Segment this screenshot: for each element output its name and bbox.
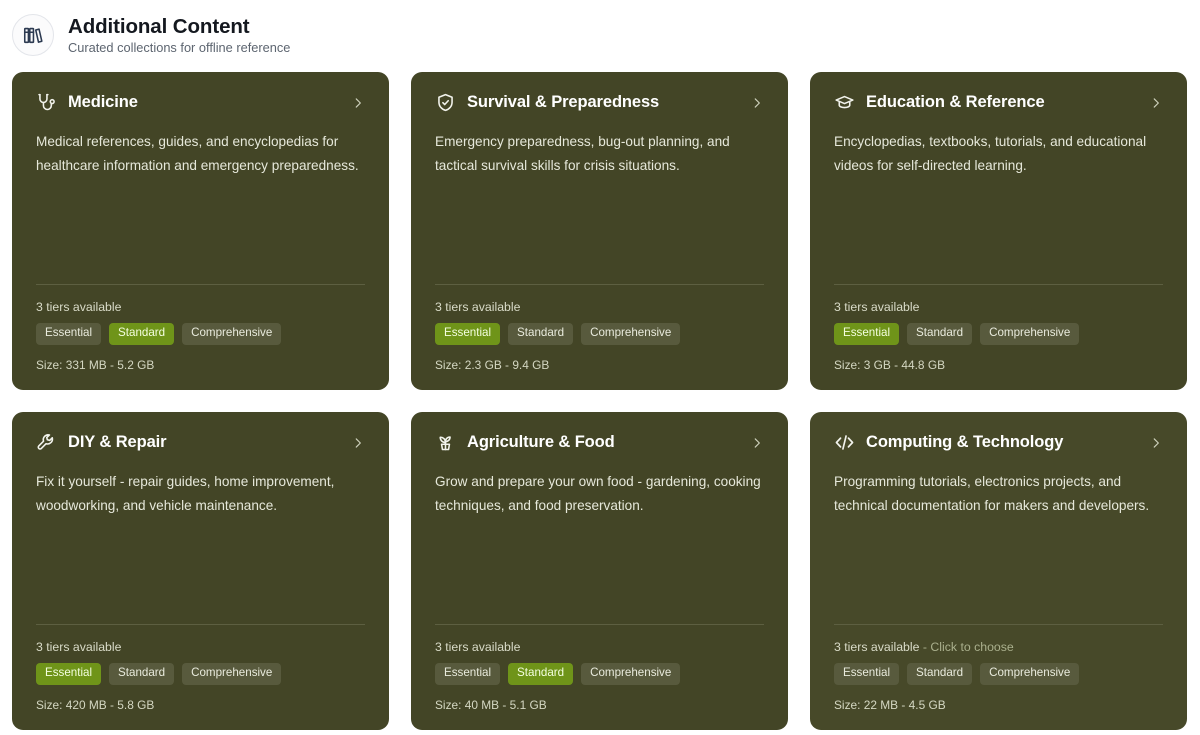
tiers-available-label: 3 tiers available (435, 640, 764, 654)
card-footer: 3 tiers available Essential Standard Compr… (36, 624, 365, 712)
tier-badge-standard[interactable]: Standard (109, 663, 175, 685)
card-footer: 3 tiers available Essential Standard Compr… (435, 284, 764, 372)
card-divider (435, 624, 764, 626)
card-header: Medicine (36, 92, 365, 113)
tiers-hint-text: - Click to choose (919, 640, 1014, 655)
tier-badge-row: Essential Standard Comprehensive (834, 323, 1163, 345)
tier-badge-standard[interactable]: Standard (508, 323, 574, 345)
card-size-text: Size: 420 MB - 5.8 GB (36, 698, 155, 712)
card-size-text: Size: 22 MB - 4.5 GB (834, 698, 946, 712)
card-header: DIY & Repair (36, 432, 365, 453)
content-category-card[interactable]: Computing & Technology Programming tutor… (810, 412, 1187, 730)
card-footer: 3 tiers available Essential Standard Compr… (834, 284, 1163, 372)
card-title: Computing & Technology (866, 433, 1064, 451)
tiers-count-text: 3 tiers available (435, 300, 521, 315)
tiers-available-label: 3 tiers available - Click to choose (834, 640, 1163, 654)
tiers-available-label: 3 tiers available (36, 640, 365, 654)
card-title: DIY & Repair (68, 433, 167, 451)
tier-badge-comprehensive[interactable]: Comprehensive (581, 323, 681, 345)
card-header: Education & Reference (834, 92, 1163, 113)
chevron-right-icon[interactable] (351, 96, 365, 110)
card-divider (834, 284, 1163, 286)
tier-badge-comprehensive[interactable]: Comprehensive (581, 663, 681, 685)
tiers-count-text: 3 tiers available (435, 640, 521, 655)
tier-badge-essential[interactable]: Essential (435, 323, 501, 345)
tiers-count-text: 3 tiers available (36, 640, 122, 655)
tiers-count-text: 3 tiers available (834, 300, 920, 315)
card-divider (834, 624, 1163, 626)
card-footer: 3 tiers available Essential Standard Compr… (435, 624, 764, 712)
page-subtitle: Curated collections for offline referenc… (68, 40, 291, 56)
tier-badge-row: Essential Standard Comprehensive (36, 323, 365, 345)
tier-badge-row: Essential Standard Comprehensive (834, 663, 1163, 685)
page-title: Additional Content (68, 14, 250, 38)
content-category-grid: Medicine Medical references, guides, and… (0, 68, 1200, 730)
tier-badge-essential[interactable]: Essential (435, 663, 501, 685)
content-category-card[interactable]: Education & Reference Encyclopedias, tex… (810, 72, 1187, 390)
code-brackets-icon (834, 432, 855, 453)
wrench-icon (36, 432, 57, 453)
content-category-card[interactable]: Survival & Preparedness Emergency prepar… (411, 72, 788, 390)
card-description: Fix it yourself - repair guides, home im… (36, 474, 335, 513)
chevron-right-icon[interactable] (1149, 436, 1163, 450)
tiers-count-text: 3 tiers available (36, 300, 122, 315)
card-title: Survival & Preparedness (467, 93, 660, 111)
tier-badge-comprehensive[interactable]: Comprehensive (182, 323, 282, 345)
content-category-card[interactable]: DIY & Repair Fix it yourself - repair gu… (12, 412, 389, 730)
tier-badge-essential[interactable]: Essential (834, 323, 900, 345)
card-header: Computing & Technology (834, 432, 1163, 453)
chevron-right-icon[interactable] (750, 436, 764, 450)
tiers-available-label: 3 tiers available (834, 300, 1163, 314)
books-library-icon (12, 14, 54, 56)
shield-check-icon (435, 92, 456, 113)
content-category-card[interactable]: Agriculture & Food Grow and prepare your… (411, 412, 788, 730)
card-size-text: Size: 2.3 GB - 9.4 GB (435, 358, 550, 372)
card-description: Emergency preparedness, bug-out planning… (435, 134, 730, 173)
tiers-count-text: 3 tiers available (834, 640, 920, 655)
tier-badge-essential[interactable]: Essential (834, 663, 900, 685)
card-divider (36, 624, 365, 626)
card-title: Medicine (68, 93, 138, 111)
tier-badge-standard[interactable]: Standard (907, 323, 973, 345)
card-header: Survival & Preparedness (435, 92, 764, 113)
chevron-right-icon[interactable] (1149, 96, 1163, 110)
tier-badge-comprehensive[interactable]: Comprehensive (980, 663, 1080, 685)
card-footer: 3 tiers available - Click to choose Esse… (834, 624, 1163, 712)
tier-badge-standard[interactable]: Standard (508, 663, 574, 685)
card-title: Education & Reference (866, 93, 1045, 111)
card-title: Agriculture & Food (467, 433, 615, 451)
content-category-card[interactable]: Medicine Medical references, guides, and… (12, 72, 389, 390)
card-size-text: Size: 331 MB - 5.2 GB (36, 358, 155, 372)
card-footer: 3 tiers available Essential Standard Compr… (36, 284, 365, 372)
page-header: Additional Content Curated collections f… (0, 0, 1200, 68)
card-description: Grow and prepare your own food - gardeni… (435, 474, 761, 513)
tier-badge-row: Essential Standard Comprehensive (36, 663, 365, 685)
sprout-icon (435, 432, 456, 453)
card-size-text: Size: 3 GB - 44.8 GB (834, 358, 946, 372)
chevron-right-icon[interactable] (750, 96, 764, 110)
tier-badge-standard[interactable]: Standard (907, 663, 973, 685)
card-size-text: Size: 40 MB - 5.1 GB (435, 698, 547, 712)
tier-badge-comprehensive[interactable]: Comprehensive (182, 663, 282, 685)
tier-badge-row: Essential Standard Comprehensive (435, 663, 764, 685)
card-description: Encyclopedias, textbooks, tutorials, and… (834, 134, 1147, 173)
tier-badge-essential[interactable]: Essential (36, 323, 102, 345)
card-description: Medical references, guides, and encyclop… (36, 134, 359, 173)
card-divider (36, 284, 365, 286)
card-divider (435, 284, 764, 286)
graduation-cap-icon (834, 92, 855, 113)
card-description: Programming tutorials, electronics proje… (834, 474, 1150, 513)
card-header: Agriculture & Food (435, 432, 764, 453)
tiers-available-label: 3 tiers available (435, 300, 764, 314)
tier-badge-comprehensive[interactable]: Comprehensive (980, 323, 1080, 345)
chevron-right-icon[interactable] (351, 436, 365, 450)
tier-badge-row: Essential Standard Comprehensive (435, 323, 764, 345)
tier-badge-essential[interactable]: Essential (36, 663, 102, 685)
tiers-available-label: 3 tiers available (36, 300, 365, 314)
tier-badge-standard[interactable]: Standard (109, 323, 175, 345)
stethoscope-icon (36, 92, 57, 113)
